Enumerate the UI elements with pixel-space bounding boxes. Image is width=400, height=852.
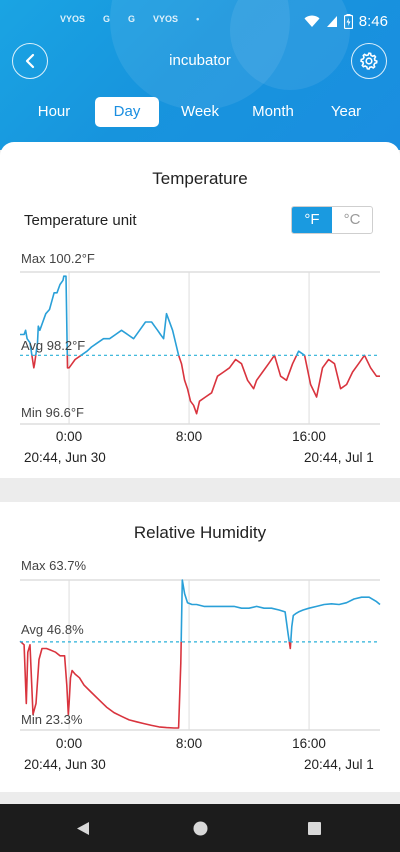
series-line-above-average: [20, 275, 366, 356]
end-date-label: 20:44, Jul 1: [304, 450, 374, 465]
max-label: Max 100.2°F: [21, 251, 95, 266]
unit-fahrenheit-button[interactable]: °F: [292, 207, 332, 233]
x-tick-label: 16:00: [292, 736, 326, 751]
humidity-chart: 0:00 8:00 16:00 Max 63.7% Avg 46.8% Min 23.3%: [19, 558, 381, 751]
x-tick-label: 0:00: [56, 736, 82, 751]
start-date-label: 20:44, Jun 30: [24, 757, 106, 772]
x-tick-label: 8:00: [176, 429, 202, 444]
recents-square-icon[interactable]: [308, 822, 321, 835]
start-date-label: 20:44, Jun 30: [24, 450, 106, 465]
x-tick-label: 0:00: [56, 429, 82, 444]
tab-day[interactable]: Day: [95, 97, 159, 127]
temperature-title: Temperature: [152, 169, 248, 188]
notification-icon: G: [128, 14, 136, 24]
battery-icon: [343, 14, 353, 29]
tab-month[interactable]: Month: [252, 103, 294, 120]
settings-button[interactable]: [351, 43, 387, 79]
avg-label: Avg 98.2°F: [21, 338, 85, 353]
system-navigation-bar: [0, 804, 400, 852]
notification-icon: •: [196, 14, 200, 24]
avg-label: Avg 46.8%: [21, 622, 84, 637]
unit-celsius-button[interactable]: °C: [343, 211, 361, 228]
temperature-unit-toggle: °F °C: [291, 206, 373, 234]
notification-icons: VYOS G G VYOS •: [60, 14, 199, 24]
back-triangle-icon[interactable]: [76, 821, 90, 836]
status-icons: 8:46: [304, 13, 388, 30]
tab-hour[interactable]: Hour: [37, 103, 71, 120]
x-tick-label: 8:00: [176, 736, 202, 751]
wifi-icon: [304, 15, 320, 27]
gear-icon: [360, 52, 378, 70]
min-label: Min 96.6°F: [21, 405, 84, 420]
home-circle-icon[interactable]: [193, 821, 208, 836]
humidity-card: Relative Humidity 0:00 8:00 16:00 Max 63.7%…: [0, 502, 400, 792]
temperature-card: Temperature Temperature unit °F °C 0:00 8…: [0, 142, 400, 478]
period-tabs: Hour Day Week Month Year: [0, 92, 400, 132]
page-title: incubator: [169, 52, 231, 69]
temperature-unit-label: Temperature unit: [24, 212, 137, 229]
chevron-left-icon: [25, 53, 35, 69]
notification-icon: VYOS: [60, 14, 86, 24]
end-date-label: 20:44, Jul 1: [304, 757, 374, 772]
notification-icon: VYOS: [153, 14, 179, 24]
min-label: Min 23.3%: [21, 712, 83, 727]
notification-icon: G: [103, 14, 111, 24]
tab-week[interactable]: Week: [180, 103, 220, 120]
clock: 8:46: [358, 13, 388, 30]
series-line-below-average: [19, 641, 292, 729]
x-tick-label: 16:00: [292, 429, 326, 444]
back-button[interactable]: [12, 43, 48, 79]
tab-year[interactable]: Year: [330, 103, 362, 120]
humidity-title: Relative Humidity: [133, 523, 267, 542]
status-bar: VYOS G G VYOS • 8:46: [0, 0, 400, 44]
max-label: Max 63.7%: [21, 558, 86, 573]
signal-icon: [326, 16, 337, 27]
temperature-chart: 0:00 8:00 16:00 Max 100.2°F Avg 98.2°F Min 96…: [20, 251, 380, 444]
series-line-above-average: [19, 579, 381, 642]
header: VYOS G G VYOS • 8:46 incubator Hour Day …: [0, 0, 400, 150]
